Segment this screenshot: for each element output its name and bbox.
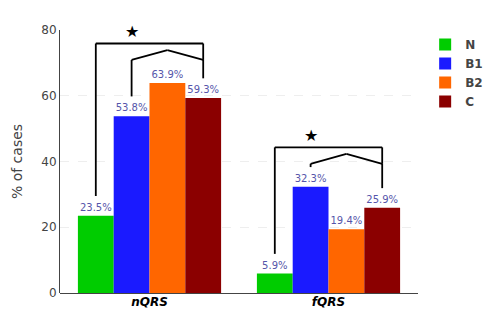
svg-text:5.9%: 5.9%	[262, 260, 287, 271]
svg-text:40: 40	[41, 155, 56, 169]
svg-text:25.9%: 25.9%	[366, 194, 398, 205]
svg-text:fQRS: fQRS	[312, 295, 345, 309]
svg-text:% of cases: % of cases	[9, 124, 25, 199]
svg-text:★: ★	[304, 126, 318, 145]
svg-text:C: C	[465, 95, 474, 109]
svg-text:★: ★	[125, 22, 139, 41]
svg-text:60: 60	[41, 89, 56, 103]
svg-text:nQRS: nQRS	[131, 295, 168, 309]
svg-text:63.9%: 63.9%	[152, 69, 184, 80]
svg-text:32.3%: 32.3%	[295, 173, 327, 184]
svg-text:59.3%: 59.3%	[187, 84, 219, 95]
svg-text:B2: B2	[465, 76, 483, 90]
svg-text:20: 20	[41, 220, 56, 234]
svg-text:N: N	[465, 38, 475, 52]
svg-text:0: 0	[49, 286, 57, 300]
svg-text:23.5%: 23.5%	[80, 202, 112, 213]
svg-text:19.4%: 19.4%	[331, 215, 363, 226]
svg-text:80: 80	[41, 23, 56, 37]
svg-text:B1: B1	[465, 57, 483, 71]
svg-text:53.8%: 53.8%	[116, 102, 148, 113]
